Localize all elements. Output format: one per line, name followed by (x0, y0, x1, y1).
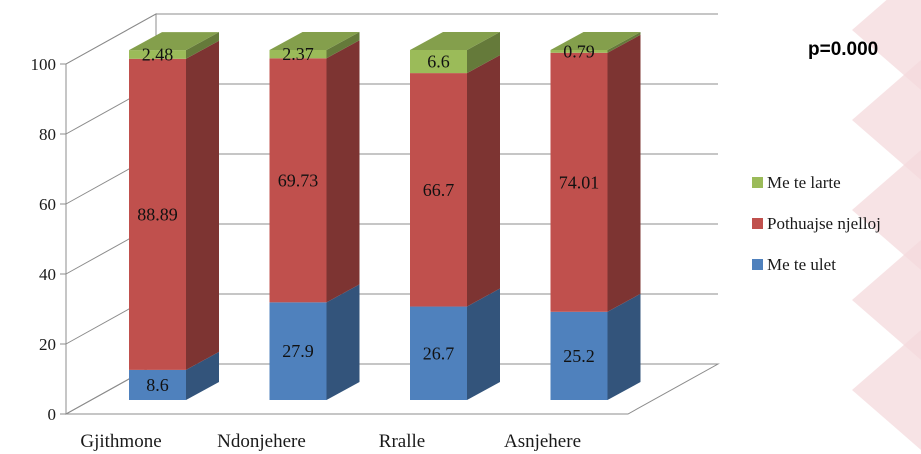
bar-1-1 (269, 40, 360, 303)
data-label-3-1: 74.01 (559, 172, 600, 192)
bar-1-0 (269, 284, 360, 400)
gridline-5 (65, 13, 718, 65)
bar-3-0 (550, 293, 641, 400)
bar-side-3-0 (607, 293, 641, 400)
y-tick-label-5: 100 (31, 55, 57, 74)
data-label-2-1: 66.7 (423, 180, 455, 200)
y-tick-label-4: 80 (39, 125, 56, 144)
y-tick-label-3: 60 (39, 195, 56, 214)
bar-side-0-0 (186, 351, 219, 400)
decorative-chevrons (852, 0, 921, 450)
bar-front-1-2 (269, 50, 327, 59)
bar-front-2-0 (410, 306, 467, 400)
legend-label-0: Me te larte (767, 173, 841, 192)
p-value-annotation: p=0.000 (808, 39, 878, 60)
legend-label-1: Pothuajse njelloj (767, 214, 881, 233)
data-label-3-2: 0.79 (563, 41, 595, 61)
bar-side-1-0 (326, 284, 360, 400)
y-tick-label-2: 40 (39, 265, 56, 284)
bar-3-1 (550, 34, 641, 312)
bar-side-1-1 (326, 40, 360, 303)
bar-front-0-2 (129, 50, 186, 59)
data-label-0-0: 8.6 (146, 375, 169, 395)
bar-side-3-1 (607, 34, 641, 312)
bar-front-2-1 (410, 73, 467, 307)
bar-3-2 (550, 32, 641, 53)
data-label-1-2: 2.37 (282, 44, 314, 64)
bar-top-1 (269, 32, 360, 50)
bar-side-2-2 (467, 32, 500, 74)
bar-2-1 (410, 55, 500, 307)
bar-1-2 (269, 32, 360, 59)
data-label-1-0: 27.9 (282, 341, 314, 361)
bar-front-2-2 (410, 50, 467, 74)
chevron-decoration-2 (852, 150, 921, 270)
x-category-label-3: Asnjehere (504, 431, 581, 452)
data-label-3-0: 25.2 (563, 346, 595, 366)
bar-front-3-2 (550, 50, 608, 53)
x-category-label-1: Ndonjehere (217, 431, 306, 452)
bar-side-3-2 (607, 32, 641, 53)
bar-side-0-1 (186, 40, 219, 370)
bar-front-0-1 (129, 58, 186, 370)
bar-0-2 (129, 32, 219, 59)
data-label-2-2: 6.6 (427, 52, 450, 72)
bar-side-0-2 (186, 32, 219, 59)
data-labels: 8.6 88.89 2.48 27.9 69.73 2.37 26.7 66.7 6.6 25.2… (137, 41, 599, 395)
data-label-2-0: 26.7 (423, 343, 455, 363)
bar-side-2-0 (467, 288, 500, 400)
bar-side-2-1 (467, 55, 500, 307)
bar-front-3-1 (550, 52, 608, 312)
bar-top-2 (410, 32, 500, 50)
bar-top-0 (129, 32, 219, 51)
x-category-label-0: Gjithmone (80, 431, 161, 452)
legend-swatch-0 (752, 177, 763, 188)
chevron-decoration-0 (852, 0, 921, 90)
bar-0-1 (129, 40, 219, 370)
legend: Me te larte Pothuajse njelloj Me te ulet (752, 173, 881, 274)
x-category-label-2: Rralle (379, 431, 425, 452)
legend-label-2: Me te ulet (767, 255, 836, 274)
legend-swatch-1 (752, 218, 763, 229)
bar-2-2 (410, 32, 500, 74)
x-axis-categories: Gjithmone Ndonjehere Rralle Asnjehere (80, 431, 581, 452)
y-tick-label-1: 20 (39, 335, 56, 354)
chevron-decoration-3 (852, 240, 921, 360)
bar-front-1-0 (269, 302, 327, 400)
chevron-decoration-1 (852, 60, 921, 180)
bar-top-3 (550, 32, 641, 50)
bar-front-3-0 (550, 311, 608, 400)
y-axis-ticks: 0 20 40 60 80 100 (31, 55, 628, 424)
legend-swatch-2 (752, 259, 763, 270)
chevron-decoration-4 (852, 330, 921, 450)
bar-front-1-1 (269, 58, 327, 303)
bar-2-0 (410, 288, 500, 400)
bar-0-0 (129, 351, 219, 400)
bar-side-1-2 (326, 32, 360, 59)
data-label-0-1: 88.89 (137, 204, 178, 224)
data-label-0-2: 2.48 (142, 44, 174, 64)
bar-front-0-0 (129, 369, 186, 400)
y-tick-label-0: 0 (48, 405, 57, 424)
bars (129, 32, 641, 400)
data-label-1-1: 69.73 (278, 170, 319, 190)
